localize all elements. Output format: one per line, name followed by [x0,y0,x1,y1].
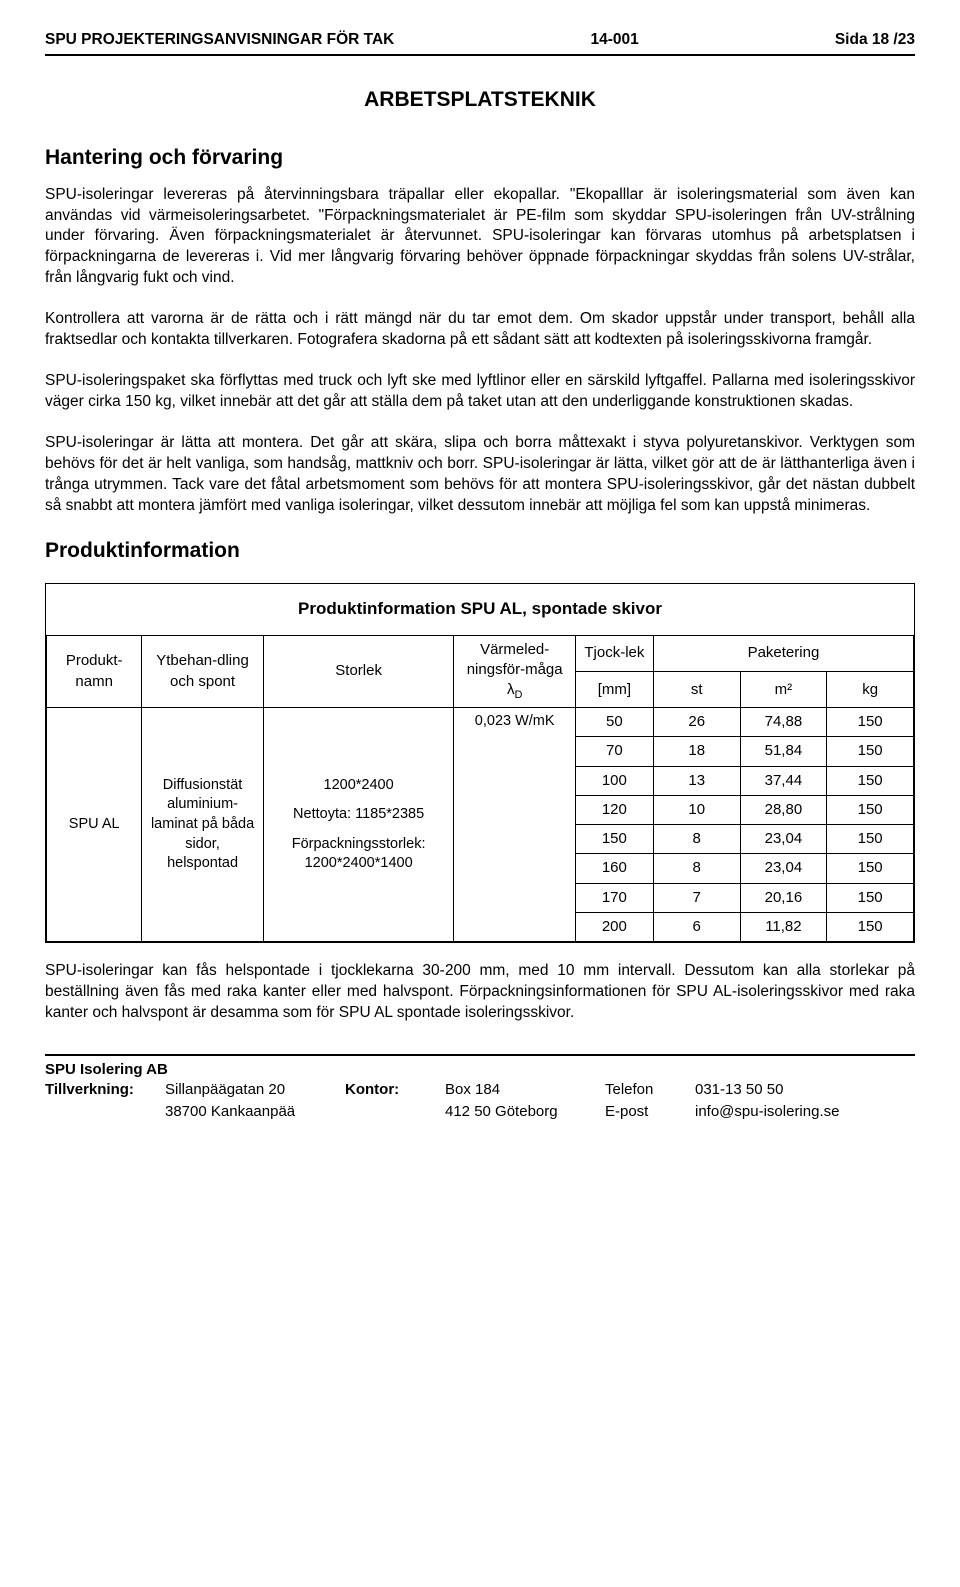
product-info-heading: Produktinformation [45,537,915,565]
td-st: 7 [653,883,740,912]
td-m2: 11,82 [740,912,827,941]
td-st: 6 [653,912,740,941]
th-name: Produkt-namn [47,635,142,707]
footer-mfg-label: Tillverkning: [45,1080,165,1100]
td-kg: 150 [827,825,914,854]
size-line-4: 1200*2400*1400 [270,854,448,874]
td-thick: 70 [575,737,653,766]
td-thick: 160 [575,854,653,883]
th-lambda: Värmeled-ningsför-måga λD [454,635,575,707]
th-pk-st: st [653,672,740,708]
td-thick: 170 [575,883,653,912]
section-title: ARBETSPLATSTEKNIK [45,86,915,114]
size-line-2: Nettoyta: 1185*2385 [270,805,448,825]
page-footer: SPU Isolering AB Tillverkning: Sillanpää… [45,1054,915,1123]
footer-phone-label: Telefon [605,1080,695,1100]
th-thick: Tjock-lek [575,635,653,671]
td-kg: 150 [827,737,914,766]
after-table-paragraph: SPU-isoleringar kan fås helspontade i tj… [45,961,915,1024]
td-st: 10 [653,795,740,824]
td-st: 8 [653,854,740,883]
td-m2: 37,44 [740,766,827,795]
td-kg: 150 [827,883,914,912]
td-thick: 50 [575,708,653,737]
footer-email-value: info@spu-isolering.se [695,1102,915,1122]
th-pk-kg: kg [827,672,914,708]
paragraph-1: SPU-isoleringar levereras på återvinning… [45,185,915,290]
table-caption: Produktinformation SPU AL, spontade skiv… [46,584,914,635]
td-kg: 150 [827,708,914,737]
td-st: 13 [653,766,740,795]
paragraph-3: SPU-isoleringspaket ska förflyttas med t… [45,371,915,413]
td-m2: 20,16 [740,883,827,912]
footer-office-label: Kontor: [345,1080,445,1100]
th-surface: Ytbehan-dling och spont [142,635,263,707]
td-m2: 51,84 [740,737,827,766]
footer-office-addr2: 412 50 Göteborg [445,1102,605,1122]
size-line-3: Förpackningsstorlek: [270,835,448,855]
th-pk-m2: m² [740,672,827,708]
td-thick: 120 [575,795,653,824]
td-kg: 150 [827,795,914,824]
th-lambda-sub: D [514,689,522,701]
table-row: SPU AL Diffusionstät aluminium-laminat p… [47,708,914,737]
td-m2: 74,88 [740,708,827,737]
footer-mfg-addr1: Sillanpäägatan 20 [165,1080,345,1100]
product-table-wrapper: Produktinformation SPU AL, spontade skiv… [45,583,915,943]
td-st: 26 [653,708,740,737]
footer-email-label: E-post [605,1102,695,1122]
td-kg: 150 [827,766,914,795]
footer-office-addr1: Box 184 [445,1080,605,1100]
page-header: SPU PROJEKTERINGSANVISNINGAR FÖR TAK 14-… [45,30,915,56]
td-product-name: SPU AL [47,708,142,942]
td-thick: 200 [575,912,653,941]
td-size: 1200*2400 Nettoyta: 1185*2385 Förpacknin… [263,708,454,942]
td-m2: 28,80 [740,795,827,824]
footer-phone-value: 031-13 50 50 [695,1080,915,1100]
th-packaging: Paketering [653,635,913,671]
td-m2: 23,04 [740,825,827,854]
footer-mfg-addr2: 38700 Kankaanpää [165,1102,345,1122]
td-st: 8 [653,825,740,854]
th-thick-unit: [mm] [575,672,653,708]
header-doc-no: 14-001 [590,30,638,51]
td-kg: 150 [827,912,914,941]
subsection-heading: Hantering och förvaring [45,144,915,172]
td-thick: 100 [575,766,653,795]
footer-company: SPU Isolering AB [45,1060,915,1080]
td-lambda: 0,023 W/mK [454,708,575,942]
td-m2: 23,04 [740,854,827,883]
th-size: Storlek [263,635,454,707]
td-kg: 150 [827,854,914,883]
paragraph-2: Kontrollera att varorna är de rätta och … [45,309,915,351]
td-thick: 150 [575,825,653,854]
td-surface: Diffusionstät aluminium-laminat på båda … [142,708,263,942]
product-table: Produkt-namn Ytbehan-dling och spont Sto… [46,635,914,942]
header-page: Sida 18 /23 [835,30,915,51]
paragraph-4: SPU-isoleringar är lätta att montera. De… [45,433,915,517]
td-st: 18 [653,737,740,766]
size-line-1: 1200*2400 [270,776,448,796]
header-title: SPU PROJEKTERINGSANVISNINGAR FÖR TAK [45,30,394,51]
